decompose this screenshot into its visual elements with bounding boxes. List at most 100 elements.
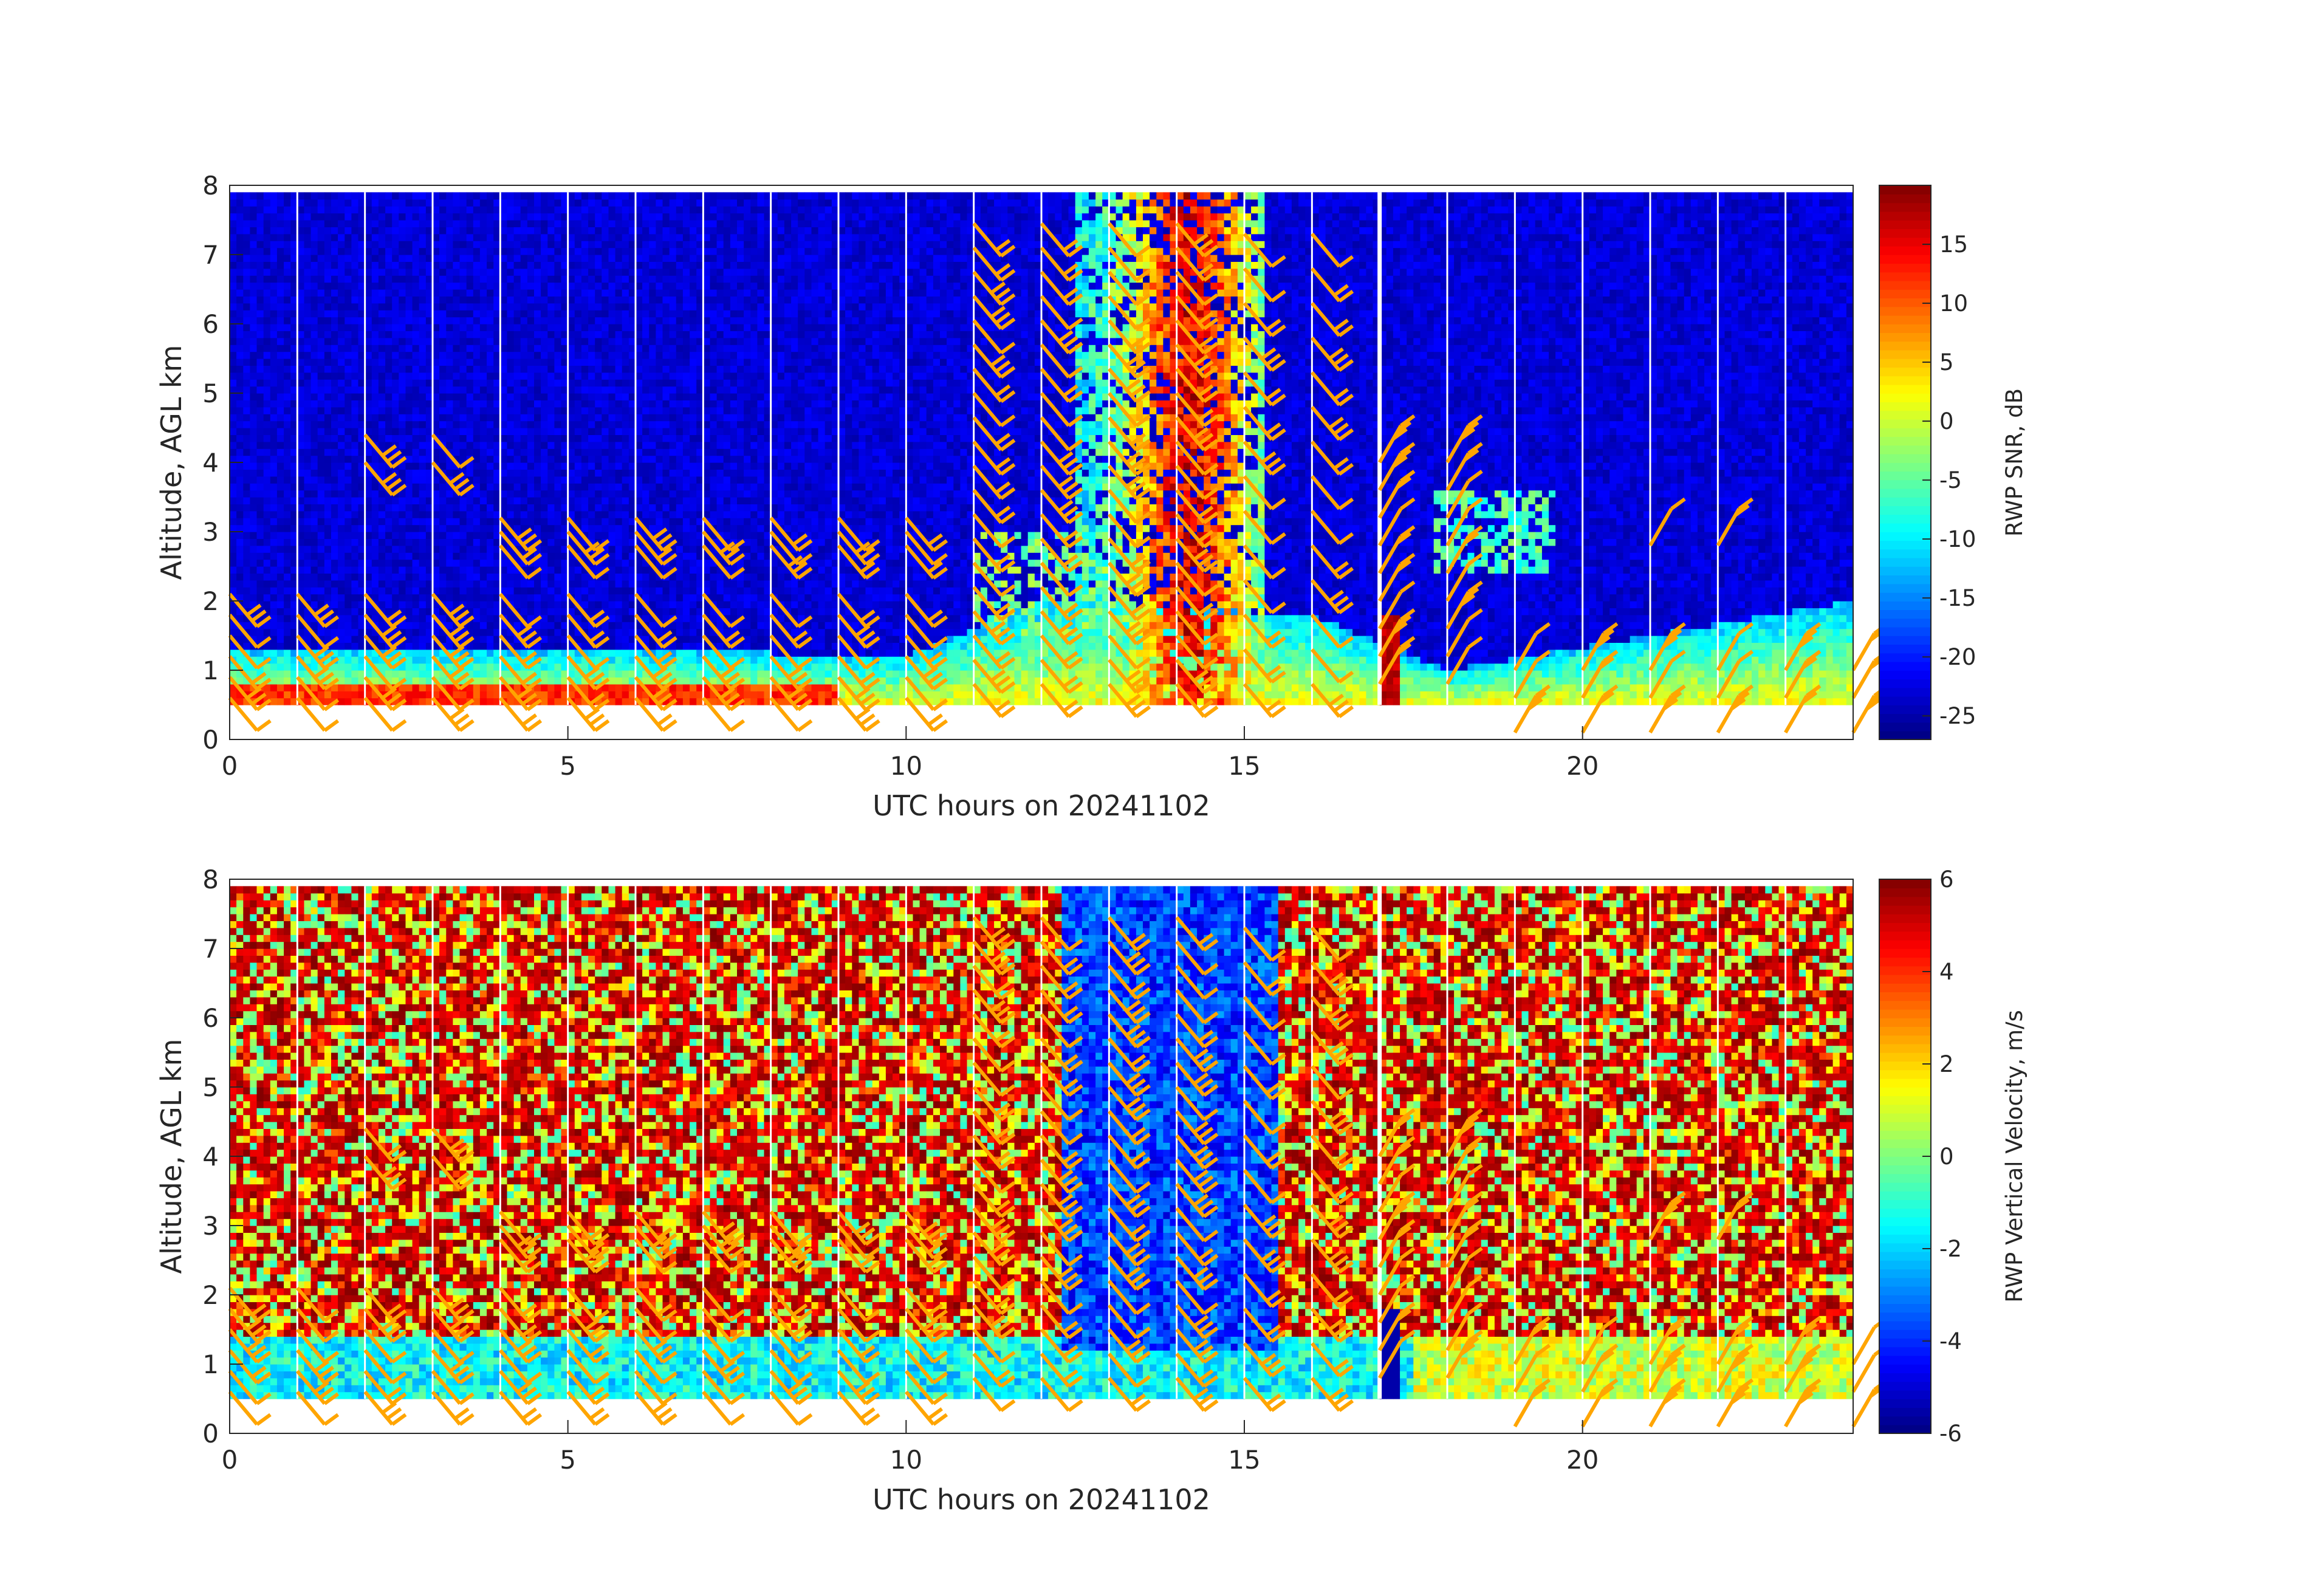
heatmap-cell — [480, 642, 487, 650]
heatmap-cell — [392, 511, 399, 518]
heatmap-cell — [365, 345, 372, 352]
heatmap-cell — [446, 407, 453, 414]
heatmap-cell — [547, 414, 555, 421]
heatmap-cell — [541, 317, 548, 324]
heatmap-cell — [656, 483, 663, 490]
heatmap-cell — [297, 400, 304, 407]
heatmap-cell — [622, 407, 629, 414]
heatmap-cell — [670, 372, 677, 380]
heatmap-cell — [270, 275, 278, 283]
heatmap-cell — [284, 532, 291, 539]
heatmap-cell — [270, 601, 278, 608]
heatmap-cell — [588, 532, 595, 539]
heatmap-cell — [453, 393, 460, 400]
heatmap-cell — [351, 442, 358, 449]
heatmap-cell — [507, 234, 515, 241]
heatmap-cell — [284, 504, 291, 511]
heatmap-cell — [670, 469, 677, 476]
heatmap-cell — [670, 248, 677, 255]
heatmap-cell — [460, 497, 467, 504]
heatmap-cell — [473, 504, 481, 511]
heatmap-cell — [676, 546, 684, 553]
heatmap-cell — [588, 206, 595, 213]
heatmap-cell — [413, 560, 420, 567]
heatmap-cell — [636, 296, 643, 303]
heatmap-cell — [439, 428, 447, 435]
heatmap-cell — [554, 476, 561, 484]
heatmap-cell — [385, 331, 392, 338]
heatmap-cell — [413, 456, 420, 463]
heatmap-cell — [406, 421, 413, 428]
heatmap-cell — [615, 283, 623, 290]
heatmap-cell — [642, 379, 650, 386]
heatmap-cell — [622, 275, 629, 283]
heatmap-cell — [338, 476, 345, 484]
heatmap-cell — [318, 248, 325, 255]
heatmap-cell — [277, 677, 284, 684]
heatmap-cell — [385, 296, 392, 303]
heatmap-cell — [460, 580, 467, 588]
heatmap-cell — [351, 504, 358, 511]
heatmap-cell — [270, 206, 278, 213]
heatmap-cell — [609, 269, 616, 276]
heatmap-cell — [521, 324, 528, 331]
heatmap-cell — [467, 248, 474, 255]
heatmap-cell — [663, 442, 670, 449]
heatmap-cell — [277, 525, 284, 532]
heatmap-cell — [304, 490, 312, 498]
heatmap-cell — [413, 352, 420, 359]
heatmap-cell — [433, 248, 440, 255]
heatmap-cell — [467, 206, 474, 213]
heatmap-cell — [311, 594, 318, 602]
heatmap-cell — [649, 476, 656, 484]
heatmap-cell — [344, 352, 352, 359]
heatmap-cell — [446, 213, 453, 221]
heatmap-cell — [473, 490, 481, 498]
heatmap-cell — [365, 317, 372, 324]
heatmap-cell — [270, 670, 278, 677]
heatmap-cell — [318, 407, 325, 414]
heatmap-cell — [331, 275, 338, 283]
heatmap-cell — [527, 462, 535, 470]
heatmap-cell — [413, 546, 420, 553]
heatmap-cell — [311, 538, 318, 546]
heatmap-cell — [656, 255, 663, 262]
heatmap-cell — [419, 490, 427, 498]
heatmap-cell — [331, 560, 338, 567]
heatmap-cell — [385, 532, 392, 539]
heatmap-cell — [264, 199, 271, 207]
heatmap-cell — [250, 241, 257, 248]
heatmap-cell — [446, 331, 453, 338]
heatmap-cell — [419, 615, 427, 622]
heatmap-cell — [500, 352, 507, 359]
heatmap-cell — [527, 358, 535, 366]
heatmap-cell — [372, 656, 379, 664]
heatmap-cell — [636, 386, 643, 394]
heatmap-cell — [473, 698, 481, 705]
heatmap-cell — [236, 331, 244, 338]
heatmap-cell — [236, 283, 244, 290]
heatmap-cell — [264, 296, 271, 303]
heatmap-cell — [514, 448, 521, 456]
heatmap-cell — [507, 490, 515, 498]
heatmap-cell — [257, 490, 264, 498]
heatmap-cell — [446, 587, 453, 594]
heatmap-cell — [284, 220, 291, 227]
heatmap-cell — [419, 497, 427, 504]
heatmap-cell — [270, 199, 278, 207]
heatmap-cell — [284, 560, 291, 567]
heatmap-cell — [683, 698, 690, 705]
heatmap-cell — [392, 386, 399, 394]
heatmap-cell — [683, 483, 690, 490]
heatmap-cell — [467, 345, 474, 352]
heatmap-cell — [277, 269, 284, 276]
heatmap-cell — [500, 255, 507, 262]
heatmap-cell — [642, 573, 650, 580]
heatmap-cell — [324, 518, 332, 525]
heatmap-cell — [663, 317, 670, 324]
heatmap-cell — [250, 490, 257, 498]
heatmap-cell — [615, 469, 623, 476]
heatmap-cell — [379, 331, 386, 338]
heatmap-cell — [338, 622, 345, 629]
